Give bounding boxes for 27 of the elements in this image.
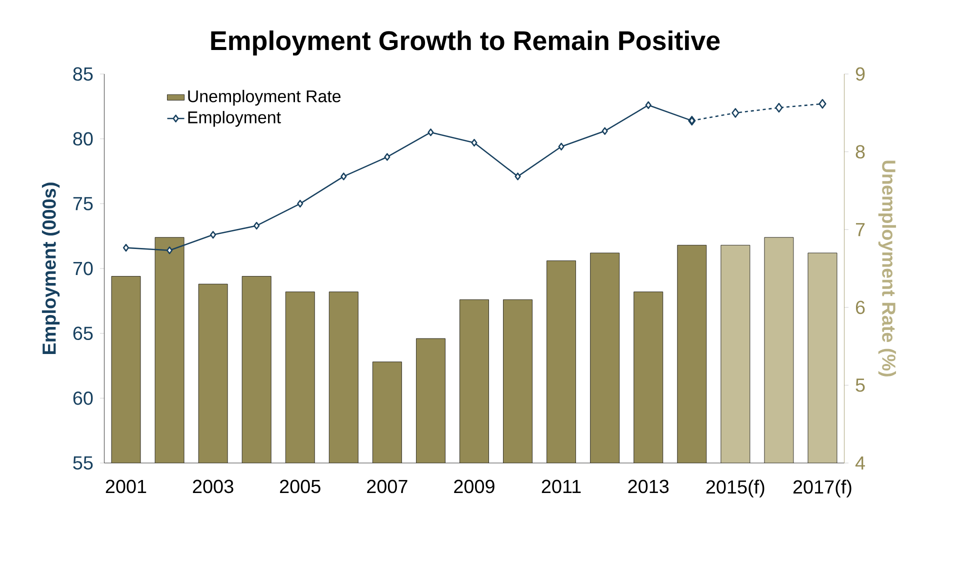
y2-tick-label: 4 [855, 456, 865, 470]
y-tick-label: 55 [73, 456, 93, 470]
x-tick-label: 2015(f) [706, 480, 764, 498]
y2-tick-label: 8 [856, 145, 865, 158]
y-tick-label: 70 [73, 262, 93, 276]
legend-label: Unemployment Rate [188, 90, 341, 106]
x-tick-label: 2007 [367, 480, 408, 494]
x-tick-label: 2013 [628, 480, 669, 494]
chart-title: Employment Growth to Remain Positive [211, 30, 720, 56]
x-tick-label: 2017(f) [793, 480, 852, 498]
y-tick-label: 80 [73, 132, 93, 146]
x-tick-label: 2009 [454, 480, 494, 494]
x-tick-label: 2011 [542, 480, 581, 494]
y2-tick-label: 7 [856, 223, 865, 236]
y2-tick-label: 9 [856, 67, 865, 81]
y2-axis-title: Unemployment Rate (%) [878, 160, 896, 376]
y-tick-label: 75 [73, 197, 93, 210]
legend-label: Employment [188, 110, 281, 127]
y-tick-label: 85 [73, 67, 93, 81]
x-tick-label: 2005 [280, 480, 320, 494]
y-tick-label: 60 [73, 391, 93, 405]
y2-tick-label: 6 [856, 300, 865, 314]
x-tick-label: 2003 [192, 480, 234, 494]
x-tick-label: 2001 [106, 480, 146, 494]
y-tick-label: 65 [73, 326, 93, 340]
y-axis-title: Employment (000s) [42, 182, 60, 354]
y2-tick-label: 5 [856, 378, 865, 392]
